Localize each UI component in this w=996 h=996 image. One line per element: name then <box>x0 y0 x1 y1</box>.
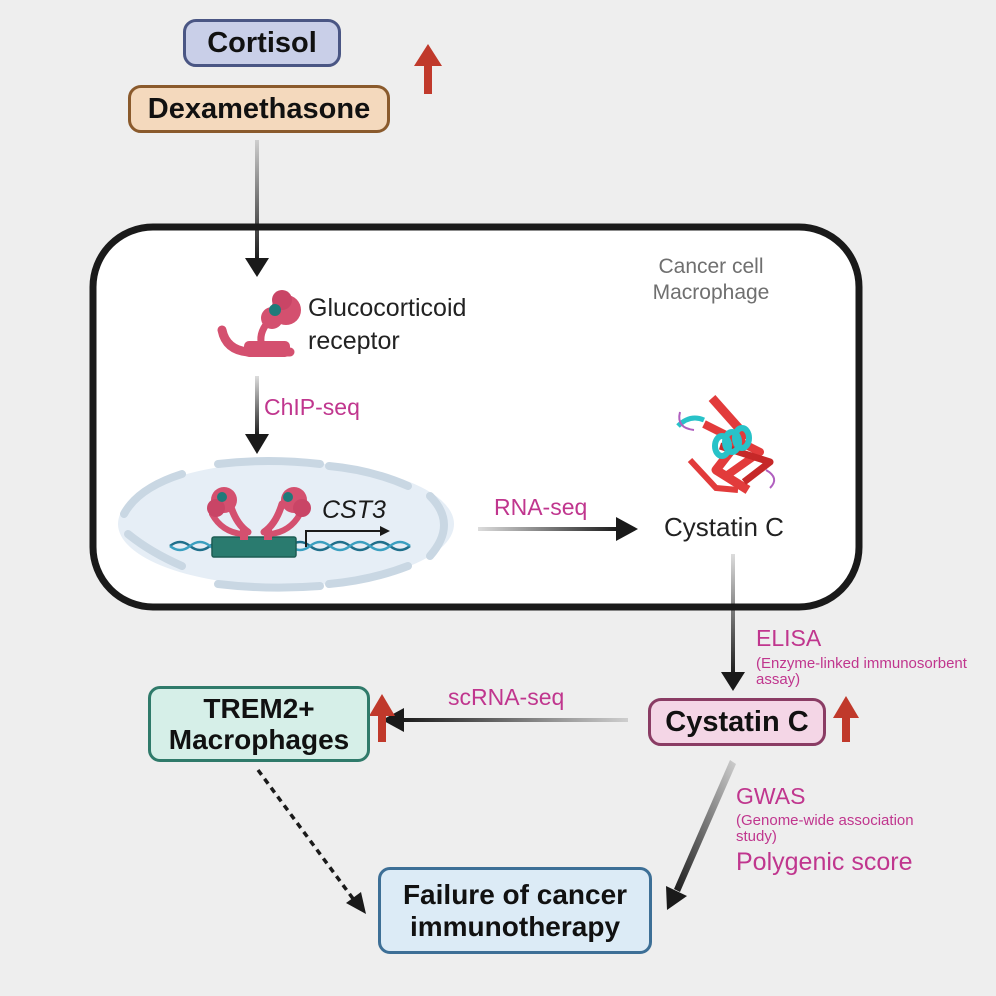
glucocorticoid-receptor-icon <box>217 290 301 357</box>
elisa-full-label: (Enzyme-linked immunosorbent assay) <box>756 656 967 688</box>
cortisol-box: Cortisol <box>183 19 341 67</box>
cystatin-c-inner-label: Cystatin C <box>664 512 784 542</box>
arrow-receptor-to-nucleus <box>245 376 269 454</box>
cortisol-label: Cortisol <box>207 26 317 59</box>
scrnaseq-label: scRNA-seq <box>448 684 565 710</box>
trem2-macrophages-box: TREM2+ Macrophages <box>148 686 370 762</box>
cst3-gene-label: CST3 <box>322 496 386 524</box>
gwas-full-label: (Genome-wide association study) <box>736 813 914 845</box>
failure-immunotherapy-box: Failure of cancer immunotherapy <box>378 867 652 954</box>
transcription-start-arrow <box>305 526 390 547</box>
cell-type-line1: Cancer cell <box>658 255 764 278</box>
elisa-full-line1: (Enzyme-linked immunosorbent <box>756 655 967 672</box>
gwas-full-line1: (Genome-wide association <box>736 812 914 829</box>
arrow-rnaseq <box>478 517 638 541</box>
cystatin-c-box: Cystatin C <box>648 698 826 746</box>
gwas-full-line2: study) <box>736 827 777 845</box>
nucleus-icon <box>118 457 454 592</box>
arrow-dashed-trem2-to-failure <box>256 768 366 914</box>
elisa-label: ELISA <box>756 625 822 651</box>
arrow-gwas-to-failure <box>666 760 736 910</box>
receptor-line1: Glucocorticoid <box>308 294 467 322</box>
up-arrow-icon <box>369 694 395 742</box>
trem2-label: TREM2+ Macrophages <box>169 693 350 756</box>
trem2-line1: TREM2+ <box>203 692 315 724</box>
failure-line2: immunotherapy <box>409 910 621 942</box>
arrow-scrnaseq <box>382 708 628 732</box>
arrow-dexa-to-receptor <box>245 140 269 277</box>
failure-label: Failure of cancer immunotherapy <box>403 879 627 942</box>
polygenic-score-label: Polygenic score <box>736 848 913 876</box>
cell-type-line2: Macrophage <box>652 280 770 304</box>
elisa-full-line2: assay) <box>756 670 801 688</box>
rnaseq-label: RNA-seq <box>494 494 588 520</box>
receptor-dimer-icon <box>207 487 311 540</box>
protein-structure-icon <box>676 395 776 494</box>
trem2-line2: Macrophages <box>168 724 350 755</box>
chipseq-label: ChIP-seq <box>264 394 360 420</box>
gene-promoter-box <box>211 536 297 558</box>
gwas-label: GWAS <box>736 783 806 809</box>
receptor-label: Glucocorticoid receptor <box>308 292 466 357</box>
up-arrow-icon <box>414 44 442 94</box>
arrow-elisa <box>721 554 745 691</box>
cell-type-label: Cancer cell Macrophage <box>636 254 786 305</box>
cystatin-c-box-label: Cystatin C <box>665 705 809 738</box>
failure-line1: Failure of cancer <box>402 879 628 911</box>
up-arrow-icon <box>833 696 859 742</box>
dexamethasone-box: Dexamethasone <box>128 85 390 133</box>
receptor-line2: receptor <box>308 326 400 355</box>
dexamethasone-label: Dexamethasone <box>147 92 371 125</box>
